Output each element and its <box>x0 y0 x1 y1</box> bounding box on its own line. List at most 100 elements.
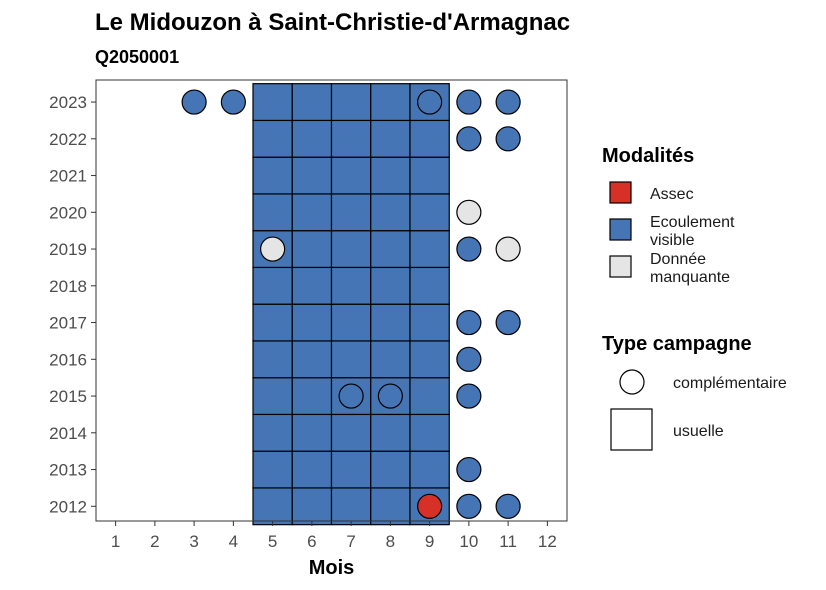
tile-2018-7 <box>330 266 372 305</box>
y-axis: 2012 2013 2014 2015 2016 2017 2018 2019 2020 2021… <box>49 93 96 516</box>
tile-2022-7 <box>330 119 372 158</box>
tile-2017-7 <box>330 303 372 342</box>
legend-label-usuelle: usuelle <box>673 423 724 440</box>
tile-2020-9 <box>409 193 450 232</box>
tile-2019-8 <box>370 230 411 269</box>
point-2017-10 <box>456 309 482 336</box>
point-2013-10 <box>456 456 482 483</box>
point-2019-11 <box>495 236 521 262</box>
tile-2015-6 <box>291 377 333 416</box>
tile-2018-5 <box>252 266 293 305</box>
x-tick-label-10: 10 <box>459 532 478 551</box>
tile-2023-8 <box>370 83 411 122</box>
tile-2012-8 <box>370 487 411 526</box>
point-2012-11 <box>495 493 521 519</box>
tile-2020-6 <box>291 193 333 232</box>
tile-2013-8 <box>370 450 411 489</box>
legend-key-complementaire <box>619 369 645 395</box>
tile-2020-8 <box>370 193 411 232</box>
tile-2012-6 <box>291 487 333 526</box>
tile-2013-5 <box>252 450 293 489</box>
legend-key-usuelle <box>610 408 653 451</box>
point-2023-4 <box>220 89 246 115</box>
point-2022-10 <box>456 126 482 152</box>
tile-2015-5 <box>252 377 293 416</box>
legend-label-complémentaire: complémentaire <box>673 375 787 392</box>
y-tick-label-2017: 2017 <box>49 314 87 333</box>
plot-border <box>95 79 568 522</box>
tile-2017-6 <box>291 303 333 342</box>
legend-label-0-0: Assec <box>650 186 694 203</box>
tile-2016-6 <box>291 340 333 379</box>
legend-key-donnée-manquante <box>609 255 632 278</box>
tile-2018-9 <box>409 266 450 305</box>
point-2015-8 <box>377 383 403 409</box>
tile-2021-7 <box>330 156 372 195</box>
y-tick-label-2021: 2021 <box>49 167 87 186</box>
point-2023-11 <box>495 89 521 115</box>
point-2023-10 <box>456 89 482 115</box>
legend-modalites-title: Modalités <box>602 145 694 167</box>
x-tick-label-6: 6 <box>307 532 316 551</box>
y-tick-label-2023: 2023 <box>49 93 87 112</box>
plot-area <box>95 79 568 526</box>
tile-2022-5 <box>252 119 293 158</box>
tile-2017-8 <box>370 303 411 342</box>
x-tick-label-3: 3 <box>189 532 198 551</box>
tile-2023-6 <box>291 83 333 122</box>
legend-type-title: Type campagne <box>602 333 752 355</box>
legend-label-1-1: visible <box>650 232 695 249</box>
tile-2016-7 <box>330 340 372 379</box>
x-tick-label-1: 1 <box>111 532 120 551</box>
tile-2023-5 <box>252 83 293 122</box>
tile-2017-9 <box>409 303 450 342</box>
y-tick-label-2020: 2020 <box>49 203 87 222</box>
point-2023-9 <box>417 89 443 115</box>
tile-2021-5 <box>252 156 293 195</box>
tile-2012-5 <box>252 487 293 526</box>
complementaire-points <box>181 89 521 519</box>
x-tick-label-7: 7 <box>346 532 355 551</box>
y-tick-label-2013: 2013 <box>49 461 87 480</box>
tile-2019-9 <box>409 230 450 269</box>
tile-2019-6 <box>291 230 333 269</box>
tile-2012-7 <box>330 487 372 526</box>
x-tick-label-9: 9 <box>425 532 434 551</box>
tile-2018-8 <box>370 266 411 305</box>
usuelle-tiles <box>252 83 450 526</box>
y-tick-label-2012: 2012 <box>49 497 87 516</box>
x-tick-label-12: 12 <box>538 532 557 551</box>
legend-label-2-1: manquante <box>650 269 730 286</box>
tile-2021-6 <box>291 156 333 195</box>
tile-2018-6 <box>291 266 333 305</box>
chart-subtitle: Q2050001 <box>95 47 179 67</box>
tile-2013-6 <box>291 450 333 489</box>
tile-2013-7 <box>330 450 372 489</box>
tile-2019-7 <box>330 230 372 269</box>
tile-2023-7 <box>330 83 372 122</box>
point-2016-10 <box>456 346 482 372</box>
legend-label-2-0: Donnée <box>650 251 706 268</box>
x-tick-label-11: 11 <box>499 532 517 551</box>
legend-key-assec <box>609 181 632 204</box>
tile-2015-9 <box>409 377 450 416</box>
tile-2013-9 <box>409 450 450 489</box>
x-tick-label-8: 8 <box>386 532 395 551</box>
tile-2014-7 <box>330 413 372 452</box>
point-2023-3 <box>181 89 207 115</box>
x-axis-title: Mois <box>309 557 355 579</box>
legend-type-campagne: Type campagne complémentaire usuelle <box>602 333 787 451</box>
point-2022-11 <box>495 126 521 152</box>
y-tick-label-2022: 2022 <box>49 130 87 149</box>
tile-2020-5 <box>252 193 293 232</box>
x-tick-label-2: 2 <box>150 532 159 551</box>
tile-2021-9 <box>409 156 450 195</box>
chart-title: Le Midouzon à Saint-Christie-d'Armagnac <box>95 9 570 36</box>
y-tick-label-2019: 2019 <box>49 240 87 259</box>
point-2015-10 <box>456 383 482 409</box>
tile-2016-9 <box>409 340 450 379</box>
y-tick-label-2018: 2018 <box>49 277 87 296</box>
y-tick-label-2015: 2015 <box>49 387 87 406</box>
